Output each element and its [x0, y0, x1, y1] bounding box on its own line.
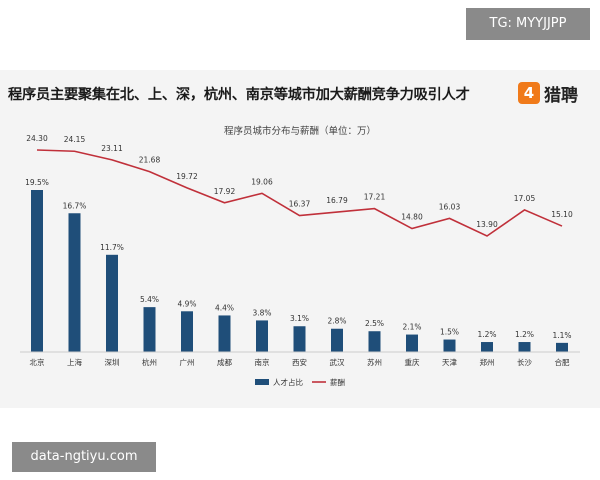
bar-4 — [181, 311, 193, 352]
bar-label-13: 1.2% — [515, 330, 534, 339]
bar-10 — [406, 334, 418, 352]
bar-8 — [331, 328, 343, 352]
legend-line-label: 薪酬 — [330, 377, 345, 387]
chart-title: 程序员城市分布与薪酬（单位：万） — [223, 126, 376, 137]
logo-badge-icon: 4 — [518, 82, 540, 104]
bar-label-6: 3.8% — [252, 308, 271, 317]
category-label-10: 重庆 — [405, 357, 420, 367]
bar-label-1: 16.7% — [63, 201, 87, 210]
bar-label-5: 4.4% — [215, 303, 234, 312]
line-label-6: 19.06 — [251, 177, 273, 186]
brand-logo: 4 猎聘 — [518, 80, 578, 106]
watermark-bottom: data-ngtiyu.com — [12, 442, 156, 472]
legend-bar-swatch — [255, 379, 269, 385]
category-label-7: 西安 — [292, 357, 307, 367]
line-label-13: 17.05 — [514, 194, 536, 203]
category-label-3: 杭州 — [142, 357, 157, 367]
line-label-14: 15.10 — [551, 210, 573, 219]
bar-6 — [256, 320, 268, 352]
bar-12 — [481, 342, 493, 352]
bar-13 — [518, 342, 531, 352]
line-label-10: 14.80 — [401, 213, 423, 222]
bar-label-3: 5.4% — [140, 295, 159, 304]
page-title: 程序员主要聚集在北、上、深，杭州、南京等城市加大薪酬竞争力吸引人才 — [8, 87, 470, 103]
line-label-7: 16.37 — [289, 200, 311, 209]
line-label-11: 16.03 — [439, 202, 461, 211]
category-label-12: 郑州 — [480, 357, 495, 367]
bar-5 — [218, 315, 231, 352]
line-label-5: 17.92 — [214, 187, 236, 196]
bar-7 — [293, 326, 306, 352]
bar-2 — [106, 254, 118, 352]
bar-label-11: 1.5% — [440, 328, 459, 337]
line-label-12: 13.90 — [476, 220, 498, 229]
line-label-9: 17.21 — [364, 193, 386, 202]
bar-3 — [143, 307, 156, 352]
bar-label-10: 2.1% — [402, 323, 421, 332]
line-label-4: 19.72 — [176, 172, 198, 181]
watermark-top: TG: MYYJJPP — [466, 8, 590, 40]
salary-line — [36, 149, 563, 237]
category-label-11: 天津 — [442, 358, 457, 367]
line-label-3: 21.68 — [139, 156, 161, 165]
category-label-0: 北京 — [30, 357, 45, 367]
line-label-0: 24.30 — [26, 134, 48, 143]
bar-label-9: 2.5% — [365, 319, 384, 328]
bar-0 — [31, 190, 43, 352]
bar-14 — [556, 342, 568, 352]
category-label-8: 武汉 — [330, 357, 345, 367]
category-label-4: 广州 — [180, 357, 195, 367]
category-label-13: 长沙 — [517, 357, 532, 367]
bar-label-7: 3.1% — [290, 314, 309, 323]
category-label-9: 苏州 — [367, 357, 382, 367]
category-label-14: 合肥 — [555, 357, 570, 367]
line-label-2: 23.11 — [101, 144, 123, 153]
logo-text: 猎聘 — [544, 85, 578, 106]
bar-label-14: 1.1% — [552, 331, 571, 340]
bar-1 — [68, 213, 81, 352]
line-label-1: 24.15 — [64, 135, 86, 144]
bar-9 — [368, 331, 381, 352]
category-label-5: 成都 — [217, 357, 232, 367]
bar-label-8: 2.8% — [327, 317, 346, 326]
line-label-8: 16.79 — [326, 196, 348, 205]
category-label-2: 深圳 — [105, 357, 120, 367]
bar-label-4: 4.9% — [177, 299, 196, 308]
category-label-6: 南京 — [255, 357, 270, 367]
bar-11 — [443, 339, 456, 352]
legend-bar-label: 人才占比 — [273, 377, 303, 387]
bar-label-2: 11.7% — [100, 243, 124, 252]
category-label-1: 上海 — [67, 357, 82, 367]
bar-label-0: 19.5% — [25, 178, 49, 187]
bar-label-12: 1.2% — [477, 330, 496, 339]
